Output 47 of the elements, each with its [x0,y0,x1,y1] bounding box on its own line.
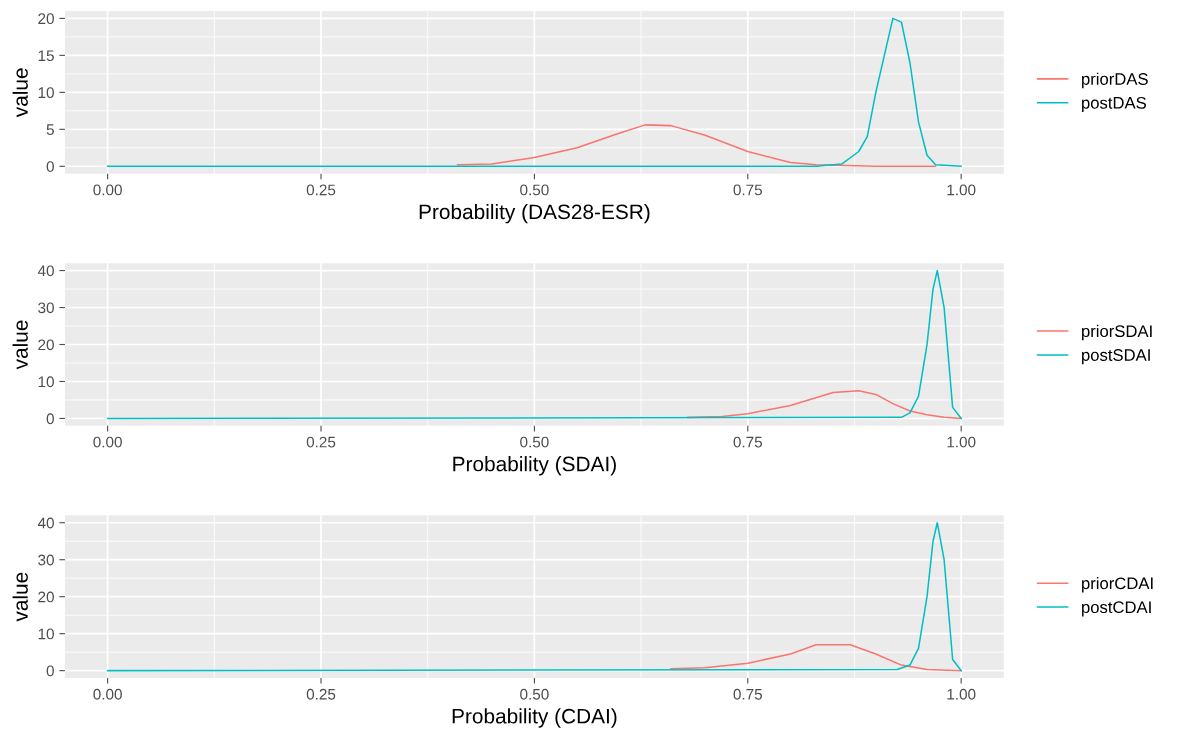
y-tick-label: 20 [38,591,54,603]
y-axis-title: value [12,68,28,118]
x-tick-label: 0.50 [520,436,549,448]
x-axis-title: Probability (CDAI) [452,708,617,728]
x-tick-label: 0.00 [93,688,122,700]
line-series [106,269,962,420]
x-axis-title: Probability (SDAI) [453,456,616,476]
x-tick-label: 0.75 [733,436,763,448]
x-tick-label: 0.25 [306,436,336,448]
legend-label: priorSDAI [1082,324,1152,341]
y-tick-label: 30 [38,302,54,314]
y-tick-label: 10 [38,87,54,99]
y-axis-title: value [12,572,28,622]
legend-label: postCDAI [1082,601,1151,617]
x-tick-label: 0.50 [520,184,549,196]
line-series [106,17,962,168]
legend-label: priorDAS [1082,72,1148,89]
x-tick-label: 0.75 [733,184,763,196]
y-tick-label: 20 [38,339,54,351]
y-tick-label: 0 [46,161,54,172]
x-tick-label: 0.75 [733,688,763,700]
line-series [670,643,962,672]
y-tick-label: 15 [38,50,54,62]
y-tick-label: 5 [46,124,54,135]
x-tick-label: 1.00 [947,184,976,196]
y-axis-title: value [12,320,28,370]
x-tick-label: 0.00 [93,184,122,196]
y-tick-label: 30 [38,554,54,566]
x-tick-label: 1.00 [947,688,976,700]
legend-label: postDAS [1082,96,1146,113]
legend-label: priorCDAI [1082,576,1153,593]
line-series [106,521,962,672]
y-tick-label: 0 [46,665,54,677]
y-tick-label: 20 [38,13,54,25]
y-tick-label: 10 [38,376,54,388]
y-tick-label: 40 [37,517,54,529]
x-tick-label: 0.50 [520,688,549,700]
y-tick-label: 10 [38,628,54,640]
y-tick-label: 40 [37,265,54,277]
x-axis-title: Probability (DAS28-ESR) [419,203,650,224]
x-tick-label: 0.00 [93,436,122,448]
x-tick-label: 0.25 [306,688,336,700]
x-tick-label: 0.25 [306,184,336,196]
y-tick-label: 0 [46,413,54,425]
legend-label: postSDAI [1082,349,1150,365]
x-tick-label: 1.00 [947,436,976,448]
line-series [456,124,937,168]
